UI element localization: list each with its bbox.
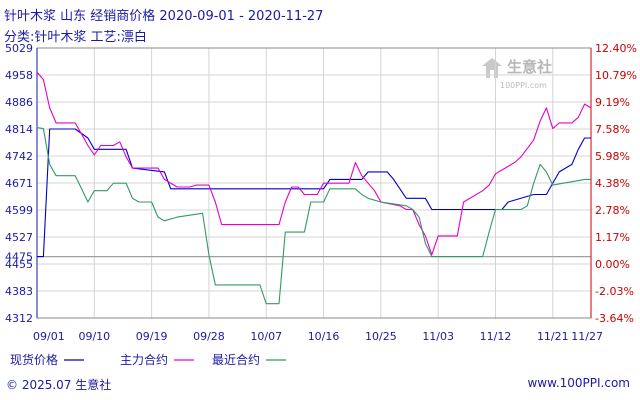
y-left-tick-label: 4958 [5, 69, 33, 82]
y-right-tick-label: 5.98% [595, 150, 630, 163]
legend-label-2: 主力合约 [120, 352, 168, 367]
x-tick-label: 09/28 [193, 330, 225, 343]
y-right-tick-label: 1.17% [595, 231, 630, 244]
y-left-tick-label: 4742 [5, 150, 33, 163]
y-left-tick-label: 5029 [5, 42, 33, 55]
y-right-tick-label: 4.38% [595, 177, 630, 190]
x-tick-label: 11/12 [480, 330, 512, 343]
chart-axes [36, 47, 592, 319]
watermark-logo: 生意社 100PPI.com [482, 58, 552, 90]
y-right-tick-label: -2.03% [595, 285, 634, 298]
x-tick-label: 10/07 [250, 330, 282, 343]
x-tick-label: 11/21 [537, 330, 569, 343]
baseline-label: 4475 [5, 251, 33, 264]
series-line-2 [36, 71, 592, 256]
y-left-tick-label: 4886 [5, 96, 33, 109]
y-left-tick-label: 4527 [5, 231, 33, 244]
x-tick-label: 11/27 [571, 330, 603, 343]
y-right-tick-label: 7.58% [595, 123, 630, 136]
y-right-tick-label: 12.40% [595, 42, 637, 55]
house-icon [482, 58, 502, 78]
y-left-tick-label: 4814 [5, 123, 33, 136]
y-right-tick-label: 2.78% [595, 204, 630, 217]
legend-label-3: 最近合约 [212, 352, 260, 367]
y-right-tick-label: 9.19% [595, 96, 630, 109]
x-tick-label: 09/10 [78, 330, 110, 343]
watermark-url: 100PPI.com [500, 81, 547, 90]
y-left-tick-label: 4671 [5, 177, 33, 190]
x-tick-label: 10/25 [365, 330, 397, 343]
y-left-tick-label: 4312 [5, 312, 33, 325]
series-line-3 [36, 126, 591, 305]
watermark-name: 生意社 [507, 58, 552, 76]
x-tick-label: 11/03 [422, 330, 454, 343]
x-tick-label: 09/01 [33, 330, 65, 343]
y-left-tick-label: 4599 [5, 204, 33, 217]
footer-url: www.100PPI.com [527, 376, 630, 390]
y-right-tick-label: -3.64% [595, 312, 634, 325]
chart-series [36, 71, 592, 305]
chart-subtitle: 分类:针叶木浆 工艺:漂白 [4, 30, 147, 45]
legend-label-1: 现货价格 [10, 352, 58, 367]
x-tick-label: 10/16 [308, 330, 340, 343]
y-right-tick-label: 10.79% [595, 69, 637, 82]
chart-legend: 现货价格 主力合约 最近合约 [10, 352, 286, 367]
y-right-tick-label: 0.00% [595, 258, 630, 271]
footer-copyright: © 2025.07 生意社 [6, 378, 112, 392]
chart-title: 针叶木浆 山东 经销商价格 2020-09-01 - 2020-11-27 [4, 9, 324, 24]
series-line-1 [37, 128, 591, 258]
chart-grid [37, 48, 591, 318]
chart-ticks: 5029 12.40% 4958 10.79% 4886 9.19% 4814 7.58% 47… [5, 42, 637, 343]
x-tick-label: 09/19 [136, 330, 168, 343]
y-left-tick-label: 4383 [5, 285, 33, 298]
y-left-tick-label: 4455 [5, 258, 33, 271]
